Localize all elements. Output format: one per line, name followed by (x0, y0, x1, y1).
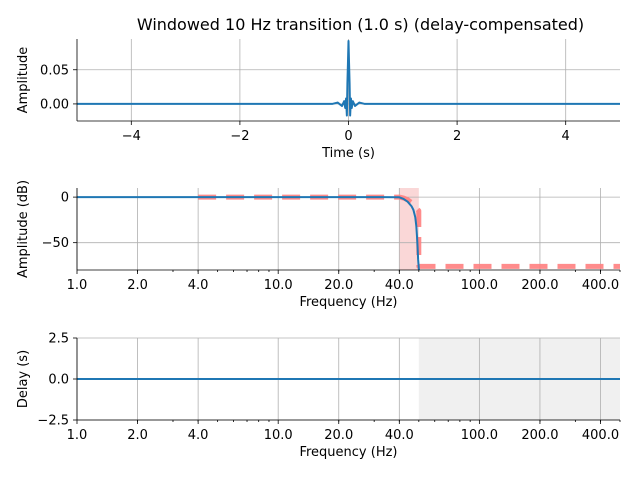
x-tick-label: 400.0 (582, 428, 619, 443)
y-tick-label: −50 (42, 236, 69, 251)
x-tick-label: 20.0 (324, 428, 353, 443)
x-tick-label: 1.0 (67, 428, 88, 443)
y-ticks: 0.00 0.05 (40, 63, 77, 112)
x-tick-label: 200.0 (521, 428, 558, 443)
x-tick-label: 1.0 (67, 278, 88, 293)
plot-area (77, 194, 620, 270)
x-tick-label: −4 (122, 129, 141, 144)
y-tick-label: −2.5 (37, 414, 69, 429)
y-axis-label: Delay (s) (16, 350, 31, 408)
x-tick-label: −2 (230, 129, 249, 144)
y-ticks: 2.5 0.0 −2.5 (37, 332, 77, 429)
x-ticks: 1.0 2.0 4.0 10.0 20.0 40.0 100.0 200.0 400.0 (67, 270, 621, 293)
x-tick-label: 4.0 (188, 428, 209, 443)
x-axis-label: Frequency (Hz) (299, 295, 397, 310)
x-axis-label: Time (s) (321, 146, 375, 161)
x-tick-label: 10.0 (264, 278, 293, 293)
series-impulse-response (77, 40, 620, 117)
y-tick-label: 0.0 (48, 373, 69, 388)
y-tick-label: 0.00 (40, 97, 69, 112)
x-tick-label: 2.0 (127, 428, 148, 443)
x-axis-label: Frequency (Hz) (299, 445, 397, 460)
transition-band (399, 188, 419, 270)
x-tick-label: 100.0 (461, 428, 498, 443)
x-tick-label: 10.0 (264, 428, 293, 443)
x-tick-label: 100.0 (461, 278, 498, 293)
y-tick-label: 0 (61, 191, 69, 206)
x-tick-label: 400.0 (582, 278, 619, 293)
gridlines (76, 188, 620, 270)
x-tick-label: 40.0 (385, 428, 414, 443)
x-tick-label: 20.0 (324, 278, 353, 293)
y-tick-label: 2.5 (48, 332, 69, 347)
x-tick-label: 200.0 (521, 278, 558, 293)
axes-2: 1.0 2.0 4.0 10.0 20.0 40.0 100.0 200.0 400.0 0 −50… (16, 180, 621, 310)
y-ticks: 0 −50 (42, 191, 77, 251)
axes-3: 1.0 2.0 4.0 10.0 20.0 40.0 100.0 200.0 400.0 2.5 0… (16, 332, 621, 460)
chart-title: Windowed 10 Hz transition (1.0 s) (delay… (137, 15, 584, 34)
y-axis-label: Amplitude (16, 47, 31, 114)
x-tick-label: 0 (344, 129, 352, 144)
y-axis-label: Amplitude (dB) (16, 180, 31, 278)
axes-1: −4 −2 0 2 4 0.00 0.05 Time (s) Amplitude Windowed… (16, 15, 620, 161)
plot-area (77, 40, 620, 117)
x-tick-label: 4.0 (188, 278, 209, 293)
x-tick-label: 4 (562, 129, 570, 144)
series-filter-response (77, 196, 420, 270)
x-ticks: −4 −2 0 2 4 (122, 121, 570, 144)
x-tick-label: 2.0 (127, 278, 148, 293)
x-ticks: 1.0 2.0 4.0 10.0 20.0 40.0 100.0 200.0 400.0 (67, 420, 621, 443)
x-tick-label: 2 (453, 129, 461, 144)
y-tick-label: 0.05 (40, 63, 69, 78)
x-tick-label: 40.0 (385, 278, 414, 293)
